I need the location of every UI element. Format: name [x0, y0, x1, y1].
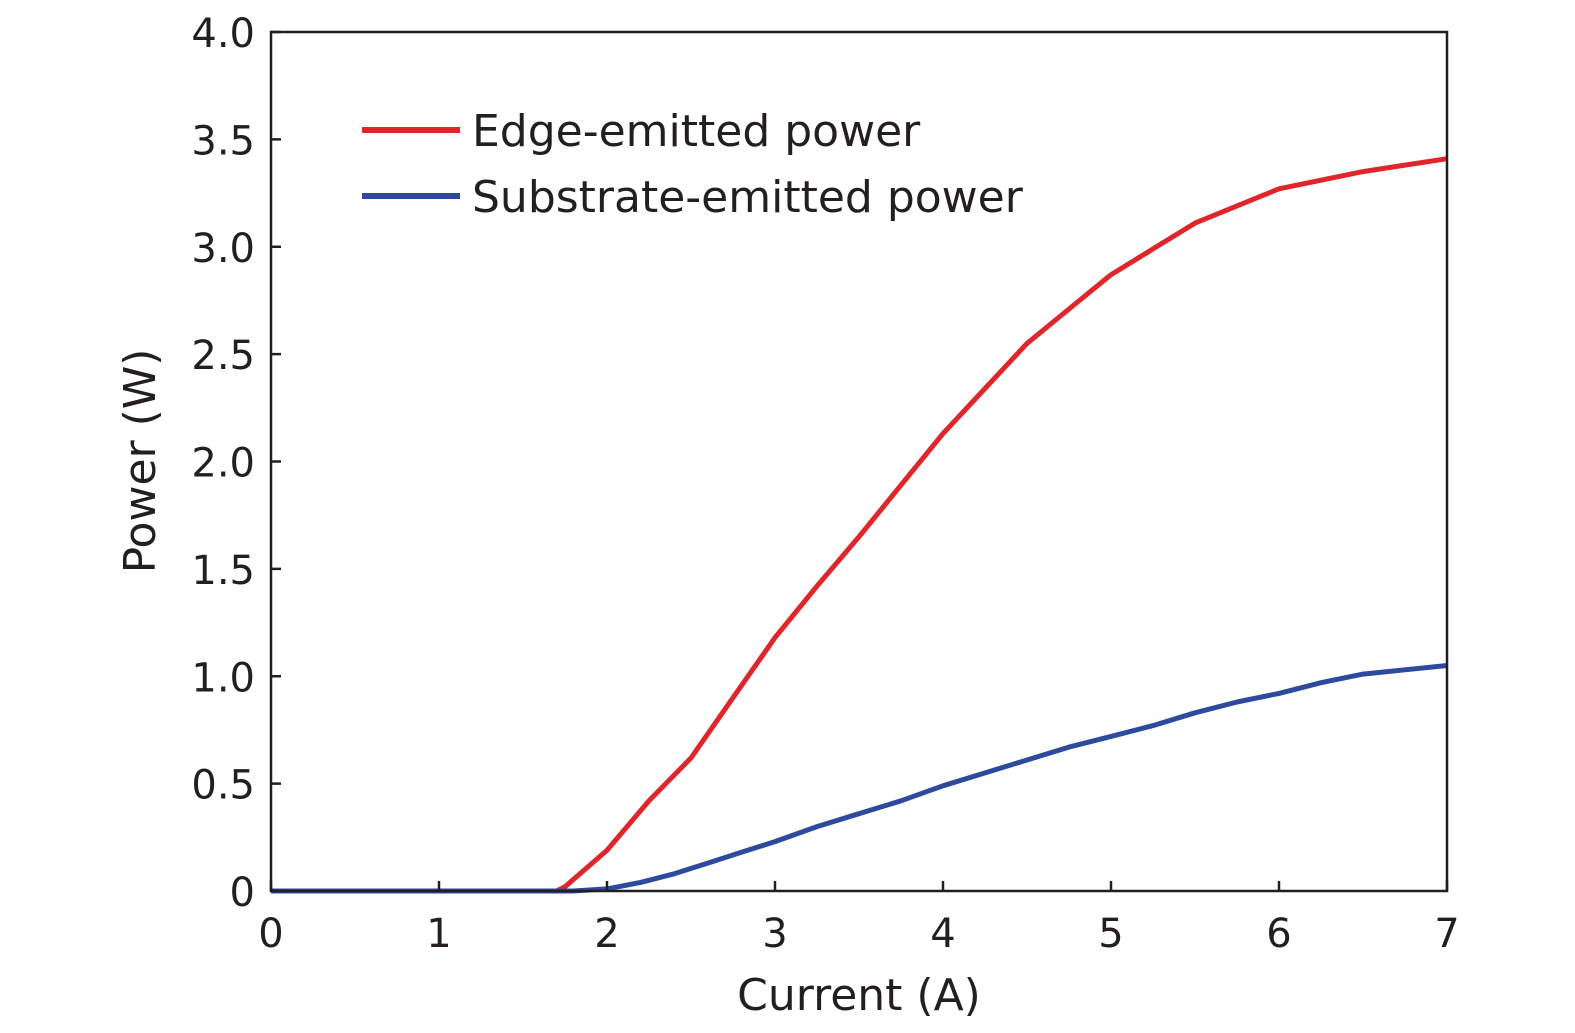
y-axis-label: Power (W) — [115, 349, 166, 574]
series-line-1 — [271, 663, 1448, 894]
x-tick-label: 6 — [1266, 911, 1291, 957]
x-axis-label: Current (A) — [737, 970, 981, 1021]
plot-lines — [271, 156, 1448, 894]
y-tick-label: 3.5 — [191, 118, 255, 164]
y-tick-label: 1.5 — [191, 548, 255, 594]
x-tick-label: 4 — [930, 911, 955, 957]
y-tick-label: 1.0 — [191, 655, 255, 701]
legend-label: Edge-emitted power — [472, 106, 921, 157]
x-tick-label: 1 — [426, 911, 451, 957]
x-tick-label: 3 — [762, 911, 787, 957]
x-tick-label: 2 — [594, 911, 619, 957]
x-tick-label: 0 — [258, 911, 283, 957]
x-axis: 0 1 2 3 4 5 6 7 — [258, 881, 1460, 957]
legend-label: Substrate-emitted power — [472, 172, 1024, 223]
y-tick-label: 0.5 — [191, 763, 255, 809]
y-tick-label: 3.0 — [191, 226, 255, 272]
y-tick-label: 2.5 — [191, 333, 255, 379]
plot-frame — [269, 30, 1449, 893]
legend: Edge-emitted power Substrate-emitted powe… — [362, 106, 1024, 223]
y-tick-label: 4.0 — [191, 11, 255, 57]
x-tick-label: 7 — [1434, 911, 1459, 957]
y-tick-label: 0 — [230, 870, 255, 916]
y-axis: 0 0.5 1.0 1.5 2.0 2.5 3.0 3.5 4.0 — [191, 11, 281, 916]
x-tick-label: 5 — [1098, 911, 1123, 957]
series-line-0 — [271, 156, 1448, 894]
y-tick-label: 2.0 — [191, 441, 255, 487]
